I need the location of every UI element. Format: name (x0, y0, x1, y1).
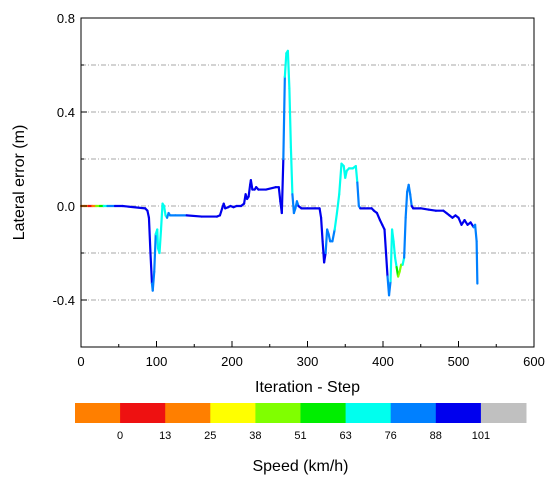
series-segment (121, 204, 147, 210)
colorbar-tick-label: 38 (249, 430, 261, 442)
series-segment (283, 52, 288, 78)
series-segment (344, 169, 348, 179)
x-tick-label: 600 (523, 354, 545, 369)
series-segment (185, 214, 203, 218)
series-segment (289, 146, 294, 196)
colorbar-swatch (210, 403, 256, 423)
series-segment (383, 228, 388, 255)
colorbar-swatch (390, 403, 437, 423)
series-segment (333, 211, 339, 231)
series-segment (319, 216, 324, 243)
series-segment (392, 240, 397, 259)
series-segment (390, 228, 395, 243)
series-segment (280, 157, 285, 215)
series-segment (264, 186, 277, 191)
y-tick-label: 0.4 (57, 105, 75, 120)
x-tick-label: 200 (221, 354, 243, 369)
series-segment (384, 251, 389, 278)
series-segment (162, 204, 167, 217)
x-tick-label: 300 (297, 354, 319, 369)
series-segment (247, 183, 252, 198)
x-axis-label: Iteration - Step (255, 379, 360, 396)
y-ticks: -0.4 0.0 0.4 0.8 (53, 11, 87, 348)
series-segment (158, 228, 163, 255)
series-segment (387, 280, 392, 297)
colorbar-tick-label: 63 (339, 430, 351, 442)
x-tick-label: 400 (372, 354, 394, 369)
colorbar-swatch (480, 403, 527, 423)
series-segment (356, 181, 360, 208)
series-segment (156, 228, 160, 250)
series-segment (375, 211, 382, 222)
series-segment (401, 256, 406, 266)
series-segment (146, 209, 151, 219)
series-segment (409, 193, 413, 208)
y-tick-label: -0.4 (53, 293, 75, 308)
series-segment (282, 75, 286, 161)
series-segment (149, 251, 154, 285)
series-segment (403, 216, 407, 259)
colorbar-tick-label: 76 (385, 430, 397, 442)
series-segment (318, 207, 323, 219)
series-segment (398, 263, 403, 273)
series-segment (323, 251, 327, 264)
colorbar-swatch (345, 403, 392, 423)
colorbar-swatch (255, 403, 301, 423)
colorbar-title: Speed (km/h) (252, 458, 348, 475)
series-segment (338, 162, 343, 196)
series-segment (147, 216, 152, 255)
series-segment (153, 233, 157, 273)
colorbar-tick-label: 25 (204, 430, 216, 442)
series-segment (404, 190, 409, 219)
colorbar-tick-label: 101 (472, 430, 490, 442)
colorbar-swatch (300, 403, 347, 423)
series-segment (475, 240, 479, 285)
series-segment (286, 49, 291, 90)
series-segment (288, 87, 292, 149)
colorbar-swatch (75, 403, 121, 423)
x-tick-label: 0 (77, 354, 84, 369)
x-tick-label: 500 (448, 354, 470, 369)
series-segment (427, 208, 437, 212)
series-segment (393, 256, 398, 269)
colorbar-tick-label: 88 (430, 430, 442, 442)
series-line (79, 49, 479, 297)
grid (81, 64, 534, 301)
series-segment (218, 207, 224, 217)
colorbar-tick-label: 13 (159, 430, 171, 442)
series-segment (419, 207, 430, 211)
series-segment (249, 179, 254, 191)
x-tick-label: 100 (146, 354, 168, 369)
series-segment (354, 164, 359, 184)
series-segment (324, 228, 329, 255)
series-segment (474, 223, 478, 243)
series-segment (407, 183, 412, 196)
y-tick-label: 0.0 (57, 199, 75, 214)
y-axis-label: Lateral error (m) (11, 125, 28, 241)
colorbar-swatch (435, 403, 482, 423)
y-tick-label: 0.8 (57, 11, 75, 26)
series-segment (327, 233, 332, 243)
colorbar-tick-label: 0 (117, 430, 123, 442)
series-segment (151, 270, 156, 292)
colorbar-swatch (165, 403, 211, 423)
series-segment (291, 193, 296, 215)
colorbar: 0 13 25 38 51 63 76 88 101 (75, 403, 527, 442)
colorbar-tick-label: 51 (294, 430, 306, 442)
colorbar-swatch (120, 403, 166, 423)
series-segment (389, 228, 394, 283)
series-segment (277, 186, 282, 203)
series-segment (335, 193, 341, 215)
x-ticks: 0 100 200 300 400 500 600 (77, 341, 545, 369)
series-segment (331, 228, 336, 243)
series-segment (159, 202, 164, 231)
